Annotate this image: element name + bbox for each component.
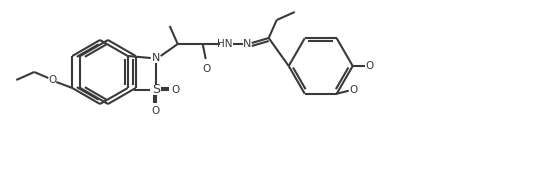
Text: HN: HN [217,39,233,49]
Text: S: S [151,83,160,96]
Text: O: O [366,61,374,71]
Text: O: O [151,106,160,116]
Text: O: O [172,85,180,95]
Text: O: O [349,85,358,95]
Text: O: O [202,64,211,74]
Text: N: N [243,39,251,49]
Text: N: N [151,53,160,63]
Text: O: O [48,75,56,85]
